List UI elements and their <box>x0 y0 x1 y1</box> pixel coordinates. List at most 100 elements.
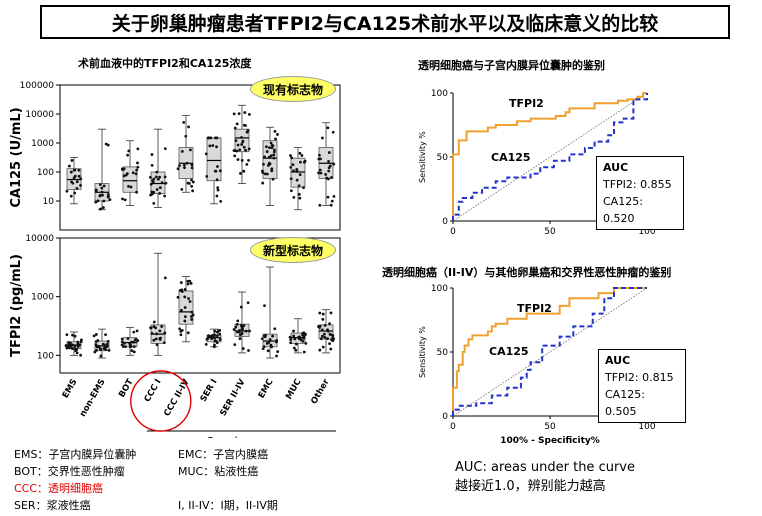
data-point <box>182 163 186 167</box>
data-point <box>318 168 322 172</box>
box <box>122 166 138 193</box>
data-point <box>105 342 109 346</box>
ca125-boxplot: 100000 10000 1000 100 10 CA125 (U/mL) <box>9 81 341 231</box>
data-point <box>122 174 126 178</box>
data-point <box>75 351 79 355</box>
data-point <box>298 151 302 155</box>
y-axis-label: Sensitivity % <box>418 131 427 183</box>
y-tick-label: 0 <box>442 217 448 227</box>
data-point <box>176 167 180 171</box>
data-point <box>98 183 102 186</box>
data-point <box>133 338 137 342</box>
data-point <box>326 337 329 340</box>
data-point <box>219 199 223 203</box>
data-point <box>262 162 265 166</box>
auc-tfpi2: TFPI2: 0.815 <box>605 371 674 384</box>
data-point <box>183 319 187 323</box>
data-point <box>98 193 102 197</box>
data-point <box>297 192 301 196</box>
data-point <box>232 112 236 116</box>
abbreviation-legend-left: EMS：子宫内膜异位囊肿 BOT：交界性恶性肿瘤 CCC：透明细胞癌 SER：浆… <box>14 446 136 514</box>
data-point <box>136 165 140 169</box>
data-point <box>295 169 299 173</box>
data-point <box>178 164 181 168</box>
data-point <box>273 148 276 152</box>
data-point <box>136 339 140 343</box>
data-point <box>304 341 308 345</box>
data-point <box>218 338 222 341</box>
data-point <box>121 168 124 172</box>
data-point <box>101 206 105 209</box>
data-point <box>106 193 110 196</box>
x-tick-label: 0 <box>450 422 456 432</box>
data-point <box>241 347 245 350</box>
data-point <box>269 343 273 347</box>
data-point <box>215 145 218 149</box>
data-point <box>151 192 154 196</box>
data-point <box>79 353 83 357</box>
data-point <box>270 169 274 173</box>
data-point <box>295 167 299 171</box>
roc-line-tfpi2 <box>452 92 647 221</box>
data-point <box>204 342 208 346</box>
data-point <box>215 178 219 182</box>
data-point <box>263 304 266 308</box>
data-point <box>211 334 214 337</box>
data-point <box>248 329 251 333</box>
data-point <box>163 194 167 198</box>
data-point <box>292 329 295 333</box>
data-point <box>213 339 217 343</box>
data-point <box>190 166 194 170</box>
data-point <box>155 170 159 174</box>
data-point <box>190 178 193 182</box>
data-point <box>263 172 267 176</box>
x-axis-label: 100% - Specificity% <box>500 436 600 445</box>
data-point <box>136 147 140 151</box>
data-point <box>205 175 209 178</box>
data-point <box>189 148 192 152</box>
data-point <box>268 338 272 341</box>
data-point <box>292 346 296 350</box>
data-point <box>186 282 190 286</box>
auc-note-line1: AUC: areas under the curve <box>455 460 635 475</box>
data-point <box>69 194 73 198</box>
data-point <box>237 112 241 116</box>
y-tick-label: 1000 <box>31 293 54 303</box>
data-point <box>318 326 321 329</box>
data-point <box>327 151 331 154</box>
data-point <box>218 329 222 332</box>
data-point <box>162 341 166 345</box>
data-point <box>191 189 195 193</box>
data-point <box>302 350 306 354</box>
data-point <box>329 203 333 207</box>
data-point <box>275 354 278 358</box>
data-point <box>135 329 139 333</box>
data-point <box>121 197 124 201</box>
data-point <box>152 320 156 324</box>
data-point <box>319 157 322 161</box>
data-point <box>99 347 103 351</box>
data-point <box>247 113 251 116</box>
data-point <box>99 207 102 211</box>
data-point <box>70 347 74 350</box>
data-point <box>236 158 240 161</box>
data-point <box>152 202 156 205</box>
data-point <box>150 164 154 167</box>
x-tick-label: CCC I <box>143 378 164 405</box>
data-point <box>235 122 239 126</box>
data-point <box>135 190 139 194</box>
data-point <box>180 188 184 191</box>
data-point <box>273 129 277 133</box>
data-point <box>155 332 159 336</box>
legend-item: I, II-IV：I期，II-IV期 <box>178 499 278 512</box>
data-point <box>236 143 240 147</box>
data-point <box>216 188 220 192</box>
data-point <box>150 153 154 156</box>
data-point <box>330 176 333 179</box>
data-point <box>247 159 250 162</box>
x-tick-label: Other <box>309 377 332 406</box>
data-point <box>154 175 158 179</box>
data-point <box>269 154 273 158</box>
existing-marker-badge: 现有标志物 <box>250 76 336 102</box>
data-point <box>327 159 330 163</box>
